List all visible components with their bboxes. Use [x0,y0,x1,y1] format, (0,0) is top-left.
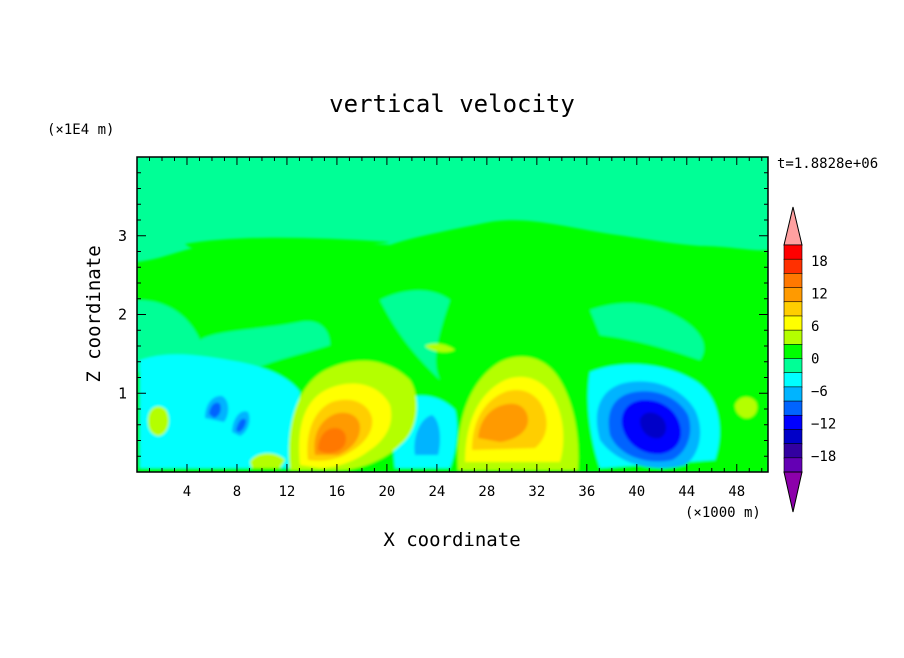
colorbar-swatch [783,344,803,360]
colorbar-tick-label: 18 [811,254,828,270]
chart-title: vertical velocity [329,90,575,118]
x-tick-label: 4 [183,484,191,500]
contour-cyan-upper-right [590,303,704,360]
downdraft-left-a-core [209,402,221,418]
y-unit-label: (×1E4 m) [47,122,114,138]
contour-cyan-middle [380,290,450,380]
colorbar-swatch [783,244,803,260]
colorbar: 18 12 6 0 −6 −12 −18 [783,206,836,513]
positive-blob-right [735,396,758,419]
colorbar-tick-label: 6 [811,319,819,335]
y-axis-title: Z coordinate [83,245,105,382]
contour-field [137,220,768,472]
colorbar-swatch [783,258,803,275]
updraft-2-orange [478,403,528,442]
x-tick-label: 20 [378,484,395,500]
x-unit-label: (×1000 m) [685,505,761,521]
x-tick-label: 12 [279,484,296,500]
x-tick-label: 44 [678,484,695,500]
positive-blob-bottom [250,453,285,468]
colorbar-tick-label: 0 [811,352,819,368]
downdraft-right-core [640,412,666,439]
x-tick-label: 8 [233,484,241,500]
updraft-1-core [318,428,346,453]
x-tick-label: 40 [628,484,645,500]
x-tick-label: 32 [528,484,545,500]
colorbar-swatch [783,315,803,331]
x-axis-title: X coordinate [383,529,520,551]
downdraft-mid [414,415,440,455]
plot-area [137,157,768,472]
time-label: t=1.8828e+06 [777,156,878,172]
colorbar-swatch [783,372,803,388]
x-axis: 4 8 12 16 20 24 28 32 36 40 44 48 [148,157,763,500]
colorbar-swatch [783,414,803,431]
positive-blob-streak [425,343,455,353]
x-tick-label: 48 [728,484,745,500]
colorbar-swatch [783,329,803,346]
colorbar-tick-label: 12 [811,287,828,303]
colorbar-swatch [783,443,803,459]
colorbar-swatch [783,301,803,317]
y-tick-label: 1 [118,384,127,402]
colorbar-swatch [783,429,803,445]
colorbar-tick-label: −6 [811,384,828,400]
colorbar-swatch [783,457,803,473]
colorbar-tick-label: −18 [811,449,836,465]
contour-upper-green [185,237,390,255]
x-tick-label: 28 [478,484,495,500]
colorbar-swatch [783,358,803,374]
colorbar-swatch [783,287,803,303]
colorbar-over-triangle [783,206,803,246]
colorbar-swatch [783,400,803,417]
x-tick-label: 36 [578,484,595,500]
positive-blob-left [148,406,169,436]
x-tick-label: 16 [328,484,345,500]
y-tick-label: 3 [118,227,127,245]
colorbar-swatch [783,273,803,289]
colorbar-tick-label: −12 [811,416,836,432]
colorbar-swatch [783,386,803,402]
y-tick-label: 2 [118,306,127,324]
y-axis: 1 2 3 [118,172,768,457]
downdraft-left-b-core [236,418,246,432]
colorbar-under-triangle [783,471,803,513]
contour-cyan-left [137,300,330,372]
x-tick-label: 24 [428,484,445,500]
